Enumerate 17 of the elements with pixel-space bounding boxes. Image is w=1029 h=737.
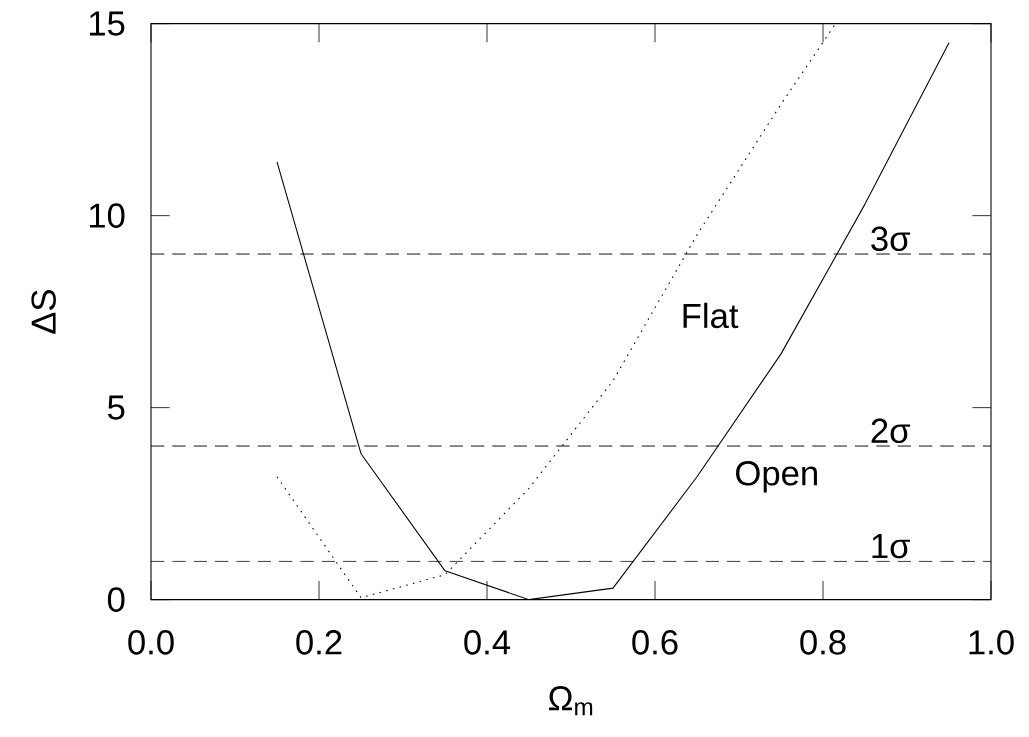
series-label: Flat	[683, 302, 739, 329]
x-tick-label: 1.0	[969, 630, 1014, 655]
ref-line-label: 1σ	[872, 534, 911, 559]
y-tick-label: 5	[107, 395, 125, 420]
series-label: Open	[736, 461, 817, 493]
ref-line-label: 2σ	[871, 418, 911, 444]
x-tick-label: 0.6	[632, 630, 678, 655]
x-tick-label: 0.0	[128, 630, 174, 655]
y-tick-label: 0	[107, 587, 125, 613]
y-axis-title: ΔS	[31, 290, 56, 334]
ref-line-label: 3σ	[871, 226, 911, 252]
x-tick-label: 0.8	[800, 630, 846, 655]
y-tick-label: 15	[89, 11, 125, 36]
x-axis-title: Ω$_{m}$	[549, 686, 593, 716]
y-tick-label: 10	[89, 203, 125, 229]
x-tick-label: 0.4	[464, 630, 511, 655]
x-tick-label: 0.2	[296, 630, 342, 655]
